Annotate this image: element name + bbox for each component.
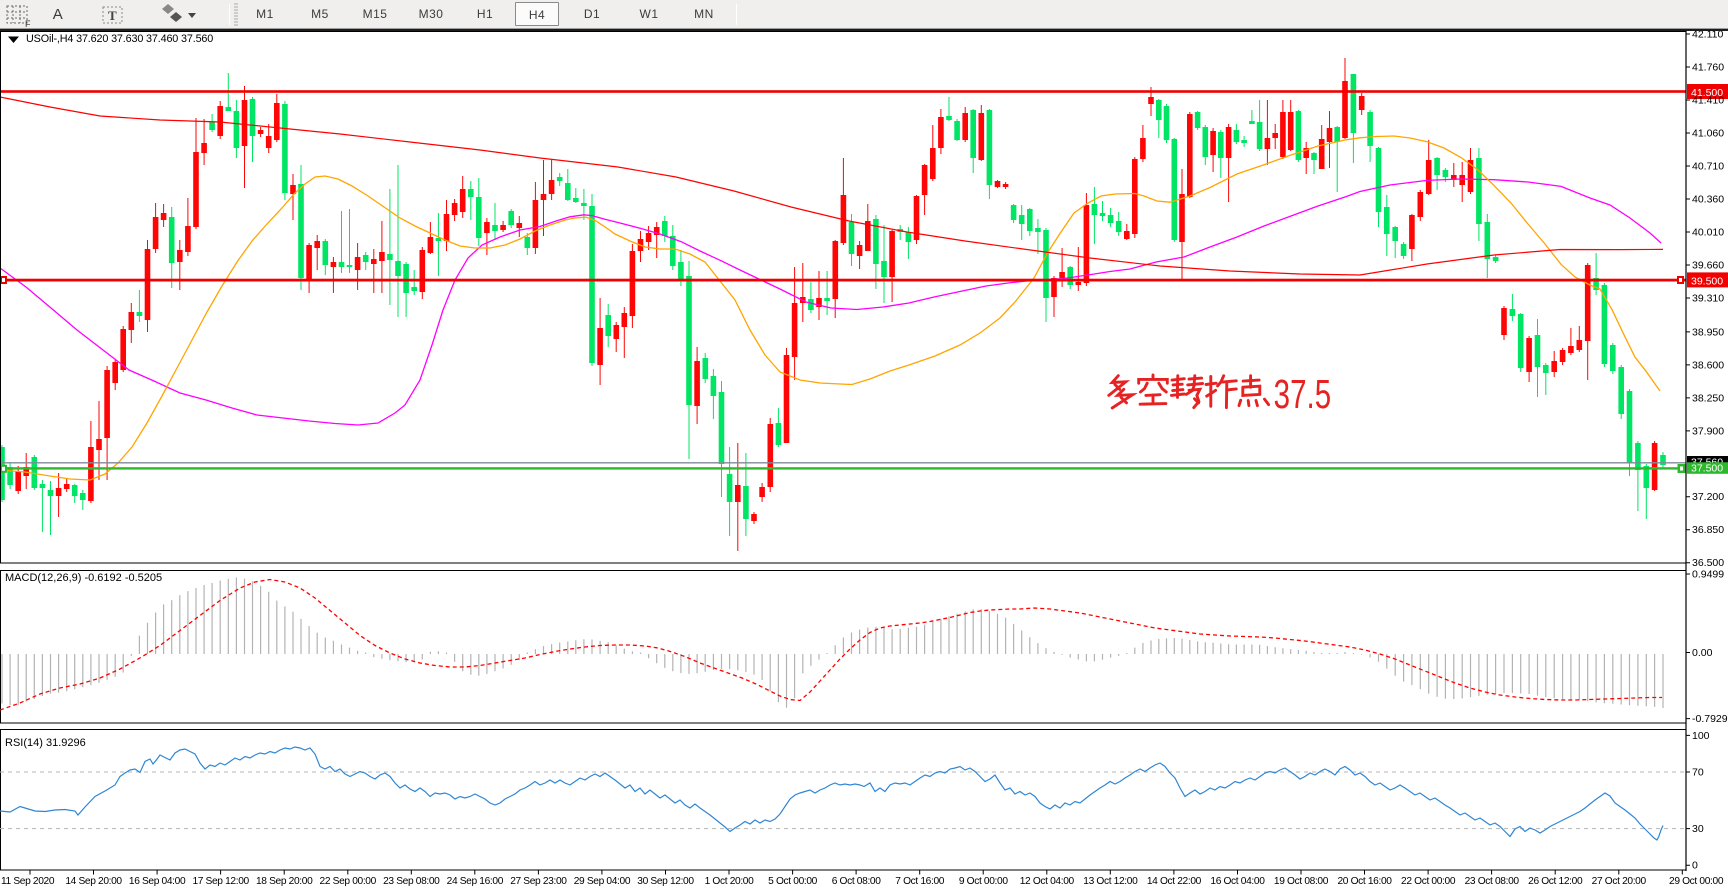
svg-text:38.600: 38.600 [1692, 359, 1724, 371]
svg-text:38.950: 38.950 [1692, 326, 1724, 338]
svg-text:27 Sep 23:00: 27 Sep 23:00 [510, 876, 567, 887]
svg-text:23 Oct 08:00: 23 Oct 08:00 [1465, 876, 1520, 887]
svg-text:41.500: 41.500 [1691, 87, 1723, 99]
svg-text:42.110: 42.110 [1692, 29, 1723, 41]
svg-text:-0.7929: -0.7929 [1692, 713, 1728, 725]
svg-text:16 Oct 04:00: 16 Oct 04:00 [1210, 876, 1265, 887]
svg-text:39.500: 39.500 [1691, 276, 1723, 288]
svg-text:0.9499: 0.9499 [1692, 569, 1724, 581]
svg-text:30 Sep 12:00: 30 Sep 12:00 [637, 876, 694, 887]
svg-text:1 Oct 20:00: 1 Oct 20:00 [705, 876, 755, 887]
svg-text:18 Sep 20:00: 18 Sep 20:00 [256, 876, 313, 887]
svg-text:22 Oct 00:00: 22 Oct 00:00 [1401, 876, 1456, 887]
svg-text:41.410: 41.410 [1692, 95, 1724, 107]
svg-text:29 Sep 04:00: 29 Sep 04:00 [574, 876, 631, 887]
svg-text:0: 0 [1692, 860, 1698, 872]
svg-text:6 Oct 08:00: 6 Oct 08:00 [832, 876, 882, 887]
svg-text:9 Oct 00:00: 9 Oct 00:00 [959, 876, 1009, 887]
svg-text:23 Sep 08:00: 23 Sep 08:00 [383, 876, 440, 887]
svg-text:0.00: 0.00 [1692, 647, 1713, 659]
svg-text:41.760: 41.760 [1692, 62, 1724, 74]
svg-text:24 Sep 16:00: 24 Sep 16:00 [447, 876, 504, 887]
svg-text:29 Oct 00:00: 29 Oct 00:00 [1669, 876, 1724, 887]
svg-text:12 Oct 04:00: 12 Oct 04:00 [1020, 876, 1075, 887]
svg-text:41.060: 41.060 [1692, 128, 1724, 140]
svg-text:27 Oct 20:00: 27 Oct 20:00 [1592, 876, 1647, 887]
svg-text:70: 70 [1692, 767, 1704, 779]
svg-text:100: 100 [1692, 730, 1710, 742]
svg-text:36.850: 36.850 [1692, 524, 1724, 536]
svg-text:37.5: 37.5 [1274, 371, 1331, 417]
svg-text:19 Oct 08:00: 19 Oct 08:00 [1274, 876, 1329, 887]
svg-text:40.710: 40.710 [1692, 161, 1724, 173]
svg-text:USOil-,H4 37.620 37.630 37.46: USOil-,H4 37.620 37.630 37.460 37.560 [26, 33, 213, 45]
svg-text:39.660: 39.660 [1692, 260, 1724, 272]
svg-text:37.500: 37.500 [1691, 463, 1723, 475]
svg-text:13 Oct 12:00: 13 Oct 12:00 [1083, 876, 1138, 887]
svg-text:38.250: 38.250 [1692, 392, 1724, 404]
svg-text:22 Sep 00:00: 22 Sep 00:00 [320, 876, 377, 887]
svg-text:20 Oct 16:00: 20 Oct 16:00 [1337, 876, 1392, 887]
svg-text:RSI(14) 31.9296: RSI(14) 31.9296 [5, 737, 86, 749]
svg-text:40.360: 40.360 [1692, 194, 1724, 206]
svg-text:26 Oct 12:00: 26 Oct 12:00 [1528, 876, 1583, 887]
svg-text:37.200: 37.200 [1692, 491, 1724, 503]
svg-text:16 Sep 04:00: 16 Sep 04:00 [129, 876, 186, 887]
svg-text:17 Sep 12:00: 17 Sep 12:00 [192, 876, 249, 887]
svg-text:MACD(12,26,9) -0.6192 -0.5205: MACD(12,26,9) -0.6192 -0.5205 [5, 572, 162, 584]
svg-text:11 Sep 2020: 11 Sep 2020 [1, 876, 55, 887]
svg-text:7 Oct 16:00: 7 Oct 16:00 [895, 876, 945, 887]
svg-text:F: F [25, 19, 31, 29]
svg-text:14 Oct 22:00: 14 Oct 22:00 [1147, 876, 1202, 887]
svg-text:40.010: 40.010 [1692, 227, 1724, 239]
svg-text:14 Sep 20:00: 14 Sep 20:00 [65, 876, 122, 887]
svg-text:30: 30 [1692, 823, 1704, 835]
svg-text:39.310: 39.310 [1692, 293, 1724, 305]
svg-text:36.500: 36.500 [1692, 557, 1724, 569]
svg-text:37.900: 37.900 [1692, 425, 1724, 437]
svg-text:5 Oct 00:00: 5 Oct 00:00 [768, 876, 818, 887]
svg-text:T: T [108, 8, 117, 23]
